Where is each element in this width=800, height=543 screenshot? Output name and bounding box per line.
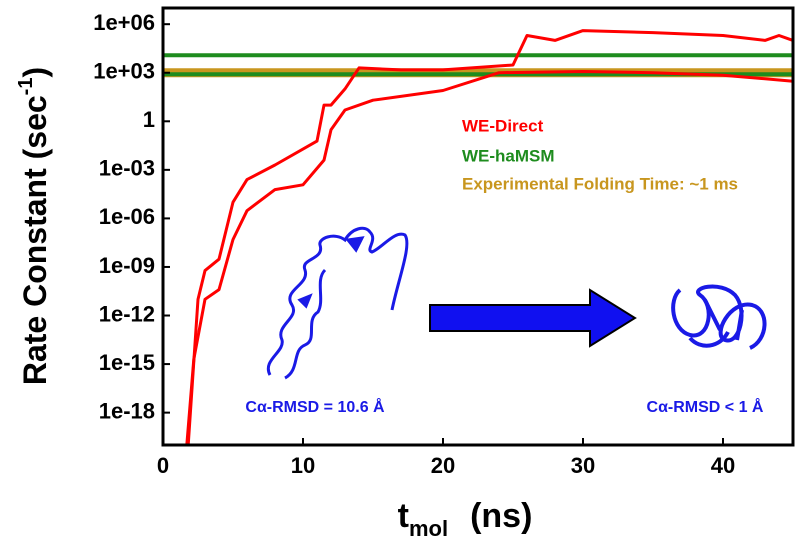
y-tick-label: 1e-15 [99, 350, 155, 375]
unfolded-protein [266, 226, 409, 380]
legend-label: WE-haMSM [462, 146, 555, 165]
y-axis-label: Rate Constant (sec-1) [15, 67, 53, 385]
x-tick-label: 30 [571, 453, 595, 478]
x-label-main: t [398, 497, 409, 535]
x-axis-label: tmol (ns) [398, 497, 533, 541]
y-tick-label: 1e-12 [99, 301, 155, 326]
x-tick-label: 10 [291, 453, 315, 478]
annotation: Cα-RMSD < 1 Å [647, 397, 764, 416]
y-tick-label: 1e+06 [93, 10, 155, 35]
transition-arrow [429, 288, 637, 348]
annotation: Cα-RMSD = 10.6 Å [245, 397, 385, 416]
x-tick-label: 0 [157, 453, 169, 478]
y-tick-label: 1e-09 [99, 253, 155, 278]
y-tick-label: 1e-03 [99, 156, 155, 181]
rate-curve [185, 70, 794, 446]
rate-curve [186, 29, 794, 446]
legend-label: WE-Direct [462, 116, 544, 135]
y-label-suffix: ) [17, 67, 53, 78]
plot-frame [161, 6, 795, 447]
y-label-sup: -1 [15, 78, 37, 96]
plot-area [163, 29, 794, 446]
y-tick-label: 1e+03 [93, 59, 155, 84]
x-tick-label: 40 [711, 453, 735, 478]
y-tick-label: 1e-06 [99, 204, 155, 229]
folded-protein [671, 284, 767, 350]
legend-label: Experimental Folding Time: ~1 ms [462, 174, 738, 193]
y-label-main: Rate Constant (sec [17, 95, 53, 385]
x-label-sub: mol [409, 516, 448, 541]
x-tick-label: 20 [431, 453, 455, 478]
y-tick-label: 1 [143, 107, 155, 132]
x-label-unit: (ns) [470, 497, 532, 535]
y-tick-label: 1e-18 [99, 398, 155, 423]
